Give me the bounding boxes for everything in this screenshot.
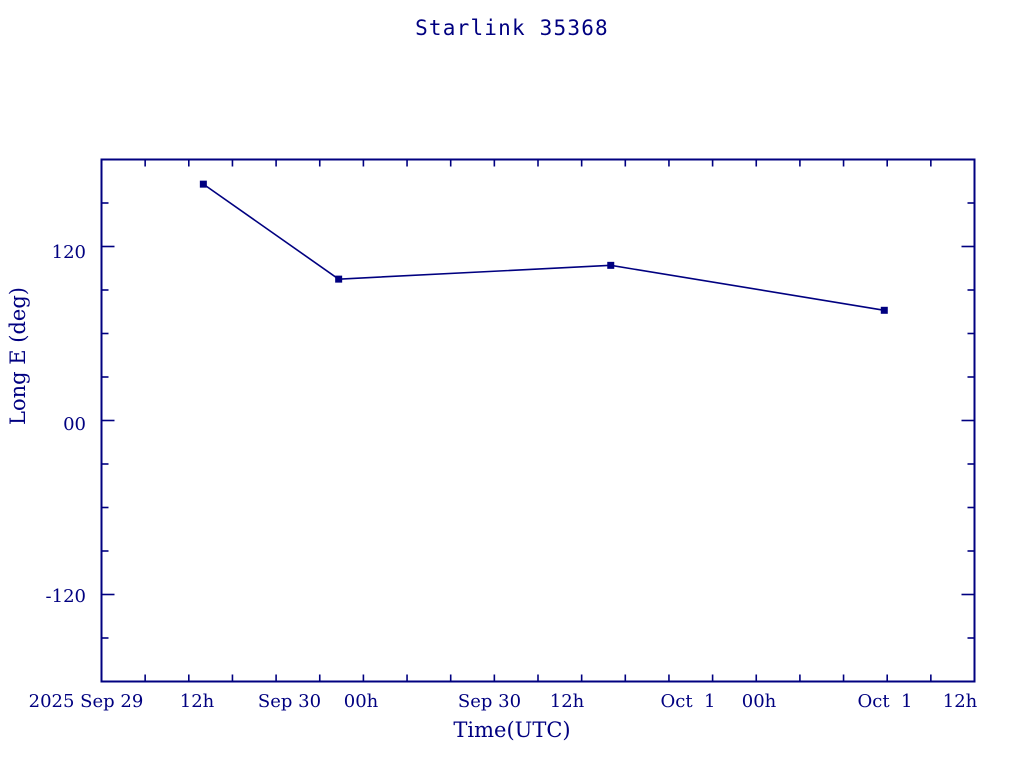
x-tick-label-8: Oct 1 [857, 691, 913, 712]
data-series-markers [199, 180, 888, 314]
data-point-marker [607, 261, 615, 269]
data-point-marker [199, 180, 207, 188]
y-tick-label-minus120: -120 [45, 586, 86, 607]
x-tick-label-0: 2025 Sep 29 [28, 691, 144, 712]
x-tick-label-3: 00h [343, 691, 379, 712]
plot-frame [100, 158, 976, 683]
y-tick-label-120: 120 [51, 242, 86, 263]
x-tick-label-5: 12h [549, 691, 585, 712]
data-point-marker [335, 275, 343, 283]
chart-title: Starlink 35368 [415, 16, 609, 40]
axis-ticks [100, 158, 976, 683]
x-tick-label-7: 00h [741, 691, 777, 712]
y-tick-label-00: 00 [63, 414, 86, 435]
x-axis-title: Time(UTC) [453, 718, 571, 742]
data-series-line [202, 183, 885, 312]
x-tick-label-4: Sep 30 [457, 691, 522, 712]
data-point-marker [880, 306, 888, 314]
x-tick-label-9: 12h [942, 691, 978, 712]
x-tick-label-6: Oct 1 [660, 691, 716, 712]
x-tick-label-1: 12h [179, 691, 215, 712]
x-tick-label-2: Sep 30 [257, 691, 322, 712]
